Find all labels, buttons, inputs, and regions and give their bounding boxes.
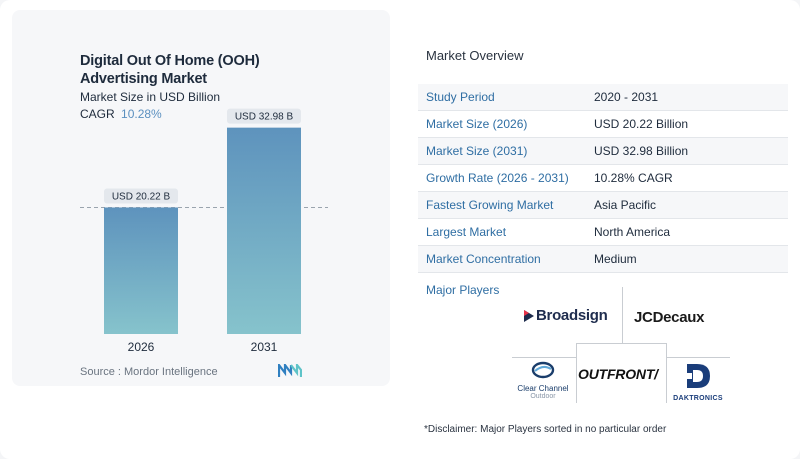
data-label-bg bbox=[227, 108, 301, 124]
daktronics-logo: DAKTRONICS bbox=[668, 362, 728, 402]
jcdecaux-wordmark: JCDecaux bbox=[634, 309, 705, 326]
overview-label: Fastest Growing Market bbox=[426, 198, 554, 212]
overview-row: Market Size (2026) USD 20.22 Billion bbox=[418, 111, 788, 138]
data-label: USD 32.98 B bbox=[235, 112, 294, 123]
logo-divider bbox=[622, 287, 623, 343]
overview-value: 2020 - 2031 bbox=[594, 90, 659, 104]
broadsign-logo: Broadsign bbox=[522, 307, 608, 324]
overview-label: Market Size (2026) bbox=[426, 117, 528, 131]
overview-row: Market Concentration Medium bbox=[418, 246, 788, 273]
cagr: CAGR 10.28% bbox=[80, 107, 162, 121]
overview-value: Medium bbox=[594, 252, 637, 266]
overview-label: Largest Market bbox=[426, 225, 507, 239]
overview-label: Market Concentration bbox=[426, 252, 541, 266]
data-label: USD 20.22 B bbox=[112, 191, 171, 202]
bar-chart: USD 20.22 B 2026 USD 32.98 B 2031 bbox=[80, 108, 328, 354]
broadsign-arrow-icon bbox=[524, 309, 534, 322]
overview-row: Growth Rate (2026 - 2031) 10.28% CAGR bbox=[418, 165, 788, 192]
overview-label: Study Period bbox=[426, 90, 495, 104]
logo-divider bbox=[576, 343, 577, 403]
overview-row: Largest Market North America bbox=[418, 219, 788, 246]
overview-value: Asia Pacific bbox=[594, 198, 657, 212]
overview-value: USD 32.98 Billion bbox=[594, 144, 689, 158]
broadsign-wordmark: Broadsign bbox=[536, 307, 608, 324]
clear-channel-swoosh-icon bbox=[531, 361, 555, 379]
source-note: Source : Mordor Intelligence bbox=[80, 366, 218, 378]
chart-title-line1: Digital Out Of Home (OOH) bbox=[80, 53, 260, 69]
overview-value: USD 20.22 Billion bbox=[594, 117, 689, 131]
category-label: 2026 bbox=[128, 340, 155, 354]
data-label-bg bbox=[104, 188, 178, 204]
overview-label: Growth Rate (2026 - 2031) bbox=[426, 171, 569, 185]
chart-subtitle: Market Size in USD Billion bbox=[80, 90, 221, 104]
chart-title: Digital Out Of Home (OOH) Advertising Ma… bbox=[80, 52, 310, 88]
cagr-label: CAGR bbox=[80, 107, 115, 121]
cagr-value: 10.28% bbox=[121, 107, 162, 121]
overview-row: Study Period 2020 - 2031 bbox=[418, 84, 788, 111]
major-players-title: Major Players bbox=[426, 283, 500, 297]
overview-value: North America bbox=[594, 225, 671, 239]
clear-channel-logo: Clear Channel Outdoor bbox=[513, 361, 573, 400]
overview-label: Market Size (2031) bbox=[426, 144, 528, 158]
logo-divider bbox=[576, 343, 666, 344]
clear-channel-wordmark: Clear Channel bbox=[517, 384, 569, 393]
daktronics-wordmark: DAKTRONICS bbox=[673, 395, 723, 402]
bar-2026 bbox=[104, 207, 178, 334]
overview-title: Market Overview bbox=[426, 48, 524, 63]
chart-card bbox=[12, 10, 390, 386]
outfront-wordmark: OUTFRONT/ bbox=[578, 366, 658, 382]
logo-divider bbox=[512, 357, 576, 358]
daktronics-d-icon bbox=[685, 364, 710, 388]
overview-row: Fastest Growing Market Asia Pacific bbox=[418, 192, 788, 219]
overview-row: Market Size (2031) USD 32.98 Billion bbox=[418, 138, 788, 165]
category-label: 2031 bbox=[251, 340, 278, 354]
logo-divider bbox=[666, 343, 667, 403]
chart-title-line2: Advertising Market bbox=[80, 71, 207, 87]
overview-value: 10.28% CAGR bbox=[594, 171, 673, 185]
clear-channel-sub: Outdoor bbox=[530, 393, 556, 400]
outfront-logo: OUTFRONT/ bbox=[578, 366, 658, 384]
disclaimer: *Disclaimer: Major Players sorted in no … bbox=[424, 424, 667, 435]
mordor-logo-icon bbox=[278, 364, 302, 377]
bar-2031 bbox=[227, 127, 301, 334]
logo-divider bbox=[666, 357, 730, 358]
jcdecaux-logo: JCDecaux bbox=[634, 309, 704, 327]
